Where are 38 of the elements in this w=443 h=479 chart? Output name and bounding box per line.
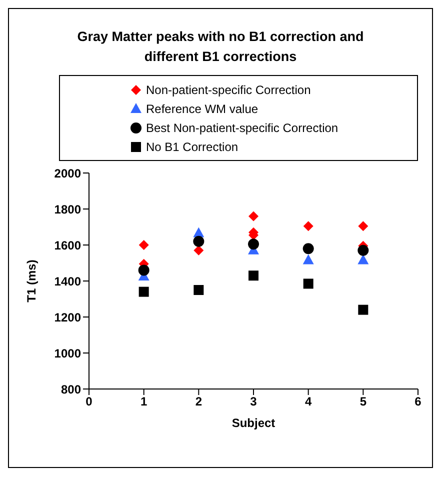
point xyxy=(303,221,314,232)
x-tick-label: 4 xyxy=(304,394,312,409)
x-tick-label: 5 xyxy=(360,394,367,409)
y-tick-label: 1400 xyxy=(54,274,82,288)
point xyxy=(248,270,258,281)
y-tick-label: 800 xyxy=(60,382,82,396)
point xyxy=(358,221,368,232)
point xyxy=(138,264,150,276)
chart-title: Gray Matter peaks with no B1 correction and different B1 corrections xyxy=(76,28,365,66)
y-tick-label: 1600 xyxy=(54,238,82,252)
point xyxy=(194,245,204,256)
point xyxy=(138,286,149,297)
x-tick-label: 1 xyxy=(140,394,148,409)
x-tick-label: 6 xyxy=(414,394,422,409)
y-axis-title: T1 (ms) xyxy=(24,260,38,302)
point xyxy=(138,240,149,250)
x-axis-title: Subject xyxy=(232,416,276,430)
point xyxy=(302,243,314,254)
point xyxy=(358,244,369,256)
point xyxy=(358,254,369,264)
y-tick-label: 1800 xyxy=(54,202,82,216)
legend-label: Best Non-patient-specific Correction xyxy=(146,120,338,134)
point xyxy=(303,278,314,289)
point xyxy=(194,285,204,295)
point xyxy=(193,236,204,247)
point xyxy=(358,304,368,315)
point xyxy=(248,211,258,222)
y-tick-label: 1200 xyxy=(54,310,82,324)
x-tick-label: 0 xyxy=(86,394,93,409)
point xyxy=(302,254,314,264)
legend-label: Non-patient-specific Correction xyxy=(146,82,311,96)
legend-label: No B1 Correction xyxy=(146,140,238,154)
point xyxy=(248,238,259,250)
y-tick-label: 2000 xyxy=(54,166,82,180)
x-tick-label: 3 xyxy=(250,394,258,409)
legend-label: Reference WM value xyxy=(146,102,258,116)
x-tick-label: 2 xyxy=(195,394,202,409)
y-tick-label: 1000 xyxy=(54,346,82,360)
